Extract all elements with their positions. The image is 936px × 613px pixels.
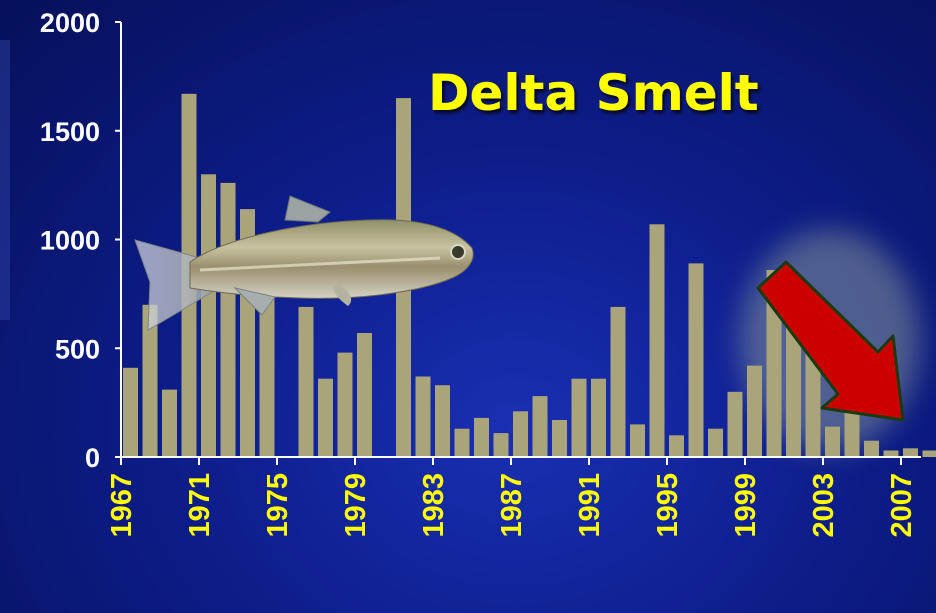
x-ticks-group: 1967 1971 1975 1979 1983 1987 1991 1995 1999 2003… [106, 457, 918, 538]
y-tick-label: 2000 [40, 8, 100, 38]
bar-1990 [571, 378, 587, 457]
chart-title: Delta Smelt [428, 64, 759, 122]
x-tick-label: 1967 [106, 473, 138, 538]
fish-anal-fin [233, 287, 276, 316]
fish-pectoral-fin [333, 282, 352, 306]
y-tick-label: 500 [55, 334, 100, 364]
x-tick-label: 1971 [184, 473, 216, 538]
x-tick-label: 1983 [418, 473, 450, 538]
bar-1991 [591, 378, 606, 457]
bar-1968 [142, 304, 158, 458]
bar-1979 [357, 333, 372, 457]
bar-2003 [825, 426, 840, 457]
bar-1976 [298, 306, 314, 457]
bar-1996 [688, 263, 704, 457]
y-ticks-group: 0 500 1000 1500 2000 [40, 8, 121, 473]
bar-2004 [844, 411, 860, 457]
bar-1967 [123, 367, 138, 457]
x-tick-label: 2007 [886, 473, 918, 538]
bar-41 [922, 450, 936, 457]
trend-arrow [756, 260, 905, 422]
y-tick-label: 0 [85, 443, 100, 473]
bar-1987 [513, 411, 528, 457]
fish-lateral-stripe [199, 256, 441, 272]
bar-2000 [766, 270, 782, 457]
bar-2006 [883, 450, 899, 457]
bar-1972 [220, 182, 236, 457]
x-tick-label: 1999 [730, 473, 762, 538]
delta-smelt-fish-image [134, 195, 474, 331]
bar-1997 [708, 428, 723, 457]
x-tick-label: 1979 [340, 473, 372, 538]
bar-1982 [415, 376, 431, 457]
x-tick-label: 1995 [652, 473, 684, 538]
x-tick-label: 1991 [574, 473, 606, 538]
bar-1995 [669, 435, 684, 458]
x-tick-label: 2003 [808, 473, 840, 538]
bar-1993 [630, 424, 645, 457]
bar-1983 [435, 385, 450, 457]
bar-2005 [864, 440, 879, 457]
bar-1986 [493, 433, 509, 457]
x-tick-label: 1975 [262, 473, 294, 538]
x-tick-label: 1987 [496, 473, 528, 538]
bar-1969 [162, 389, 177, 457]
y-tick-label: 1500 [40, 117, 100, 147]
bar-1984 [454, 428, 470, 457]
bar-1994 [649, 224, 665, 457]
y-tick-label: 1000 [40, 226, 100, 256]
bar-1971 [201, 174, 216, 458]
bar-1978 [337, 352, 353, 457]
bar-2007 [903, 448, 918, 457]
bar-1998 [727, 391, 743, 458]
bar-1992 [610, 306, 626, 457]
bar-1974 [259, 298, 275, 457]
fish-dorsal-fin [284, 195, 331, 223]
bar-1977 [318, 378, 333, 457]
bar-1999 [747, 365, 762, 457]
fish-eye [450, 244, 466, 260]
bar-1988 [532, 396, 548, 457]
bar-1989 [552, 420, 567, 457]
fish-body [189, 219, 474, 299]
bar-1985 [474, 417, 489, 457]
slide-edge-decoration [0, 40, 10, 320]
